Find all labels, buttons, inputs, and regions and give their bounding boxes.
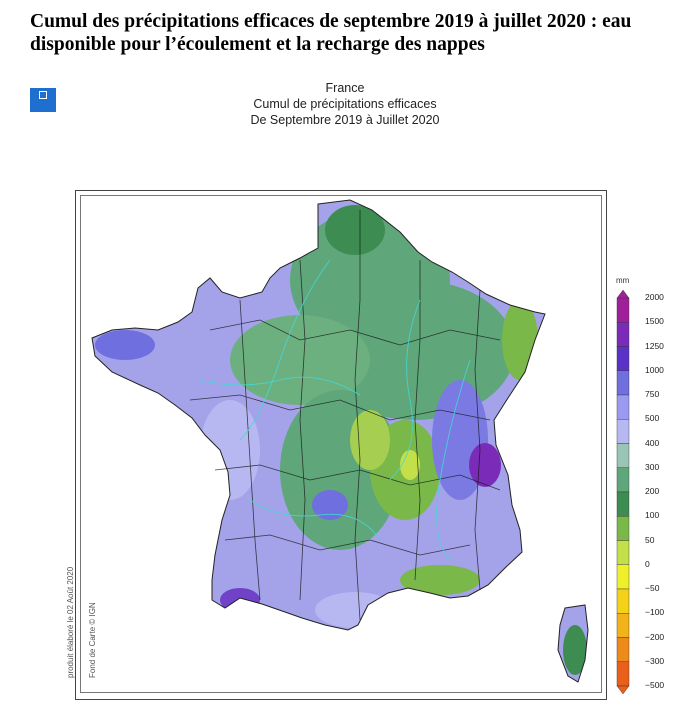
legend-swatch xyxy=(616,637,630,662)
legend-tick-label: 50 xyxy=(645,534,655,545)
legend-swatch xyxy=(616,516,630,541)
legend-swatch xyxy=(616,394,630,420)
credit-produced: produit élaboré le 02 Août 2020 xyxy=(66,566,75,678)
map-header: France Cumul de précipitations efficaces… xyxy=(230,80,460,128)
map-header-line-3: De Septembre 2019 à Juillet 2020 xyxy=(250,113,440,127)
legend-tick-label: −200 xyxy=(645,631,665,642)
legend-tick-label: 500 xyxy=(645,413,660,424)
legend-tick-label: 0 xyxy=(645,558,650,569)
legend-swatch xyxy=(616,419,630,444)
map-header-line-1: France xyxy=(325,81,365,95)
legend-swatch xyxy=(616,322,630,347)
legend-swatch xyxy=(616,661,630,687)
legend-swatch xyxy=(616,588,630,614)
legend-swatch xyxy=(616,613,630,638)
legend-tick-label: 200 xyxy=(645,486,660,496)
map-frame-inner xyxy=(80,195,602,693)
legend-tick-label: 1250 xyxy=(645,340,664,351)
page-title: Cumul des précipitations efficaces de se… xyxy=(30,11,632,55)
legend-tick-label: 400 xyxy=(645,437,660,448)
legend-tick-label: −100 xyxy=(645,607,665,618)
legend-colorbar xyxy=(616,289,630,695)
legend-swatch xyxy=(616,540,630,565)
legend-tick-label: 1000 xyxy=(645,364,664,375)
legend-swatch xyxy=(616,346,630,371)
map-header-line-2: Cumul de précipitations efficaces xyxy=(253,97,437,111)
legend-tick-label: 100 xyxy=(645,510,660,521)
legend-tick-label: −300 xyxy=(645,655,665,666)
legend-arrow-top xyxy=(616,289,630,299)
department-borders xyxy=(189,210,501,621)
meteo-france-logo xyxy=(30,88,56,112)
legend-unit: mm xyxy=(616,276,630,285)
legend-tick-label: −500 xyxy=(645,680,665,690)
legend-tick-label: 300 xyxy=(645,461,660,472)
legend-swatch xyxy=(616,370,630,396)
legend-arrow-bottom xyxy=(616,685,630,695)
map-frame xyxy=(75,190,607,700)
legend-swatch xyxy=(616,443,630,468)
legend-swatch xyxy=(616,491,630,517)
legend-swatch xyxy=(616,297,630,323)
legend-tick-label: 750 xyxy=(645,389,660,399)
legend-swatch xyxy=(616,564,630,590)
legend-tick-label: 1500 xyxy=(645,316,664,327)
legend-tick-label: −50 xyxy=(645,583,660,593)
legend-swatch xyxy=(616,467,630,493)
rivers xyxy=(199,259,471,561)
legend-tick-label: 2000 xyxy=(645,292,664,302)
credit-source: Fond de Carte © IGN xyxy=(88,602,97,678)
